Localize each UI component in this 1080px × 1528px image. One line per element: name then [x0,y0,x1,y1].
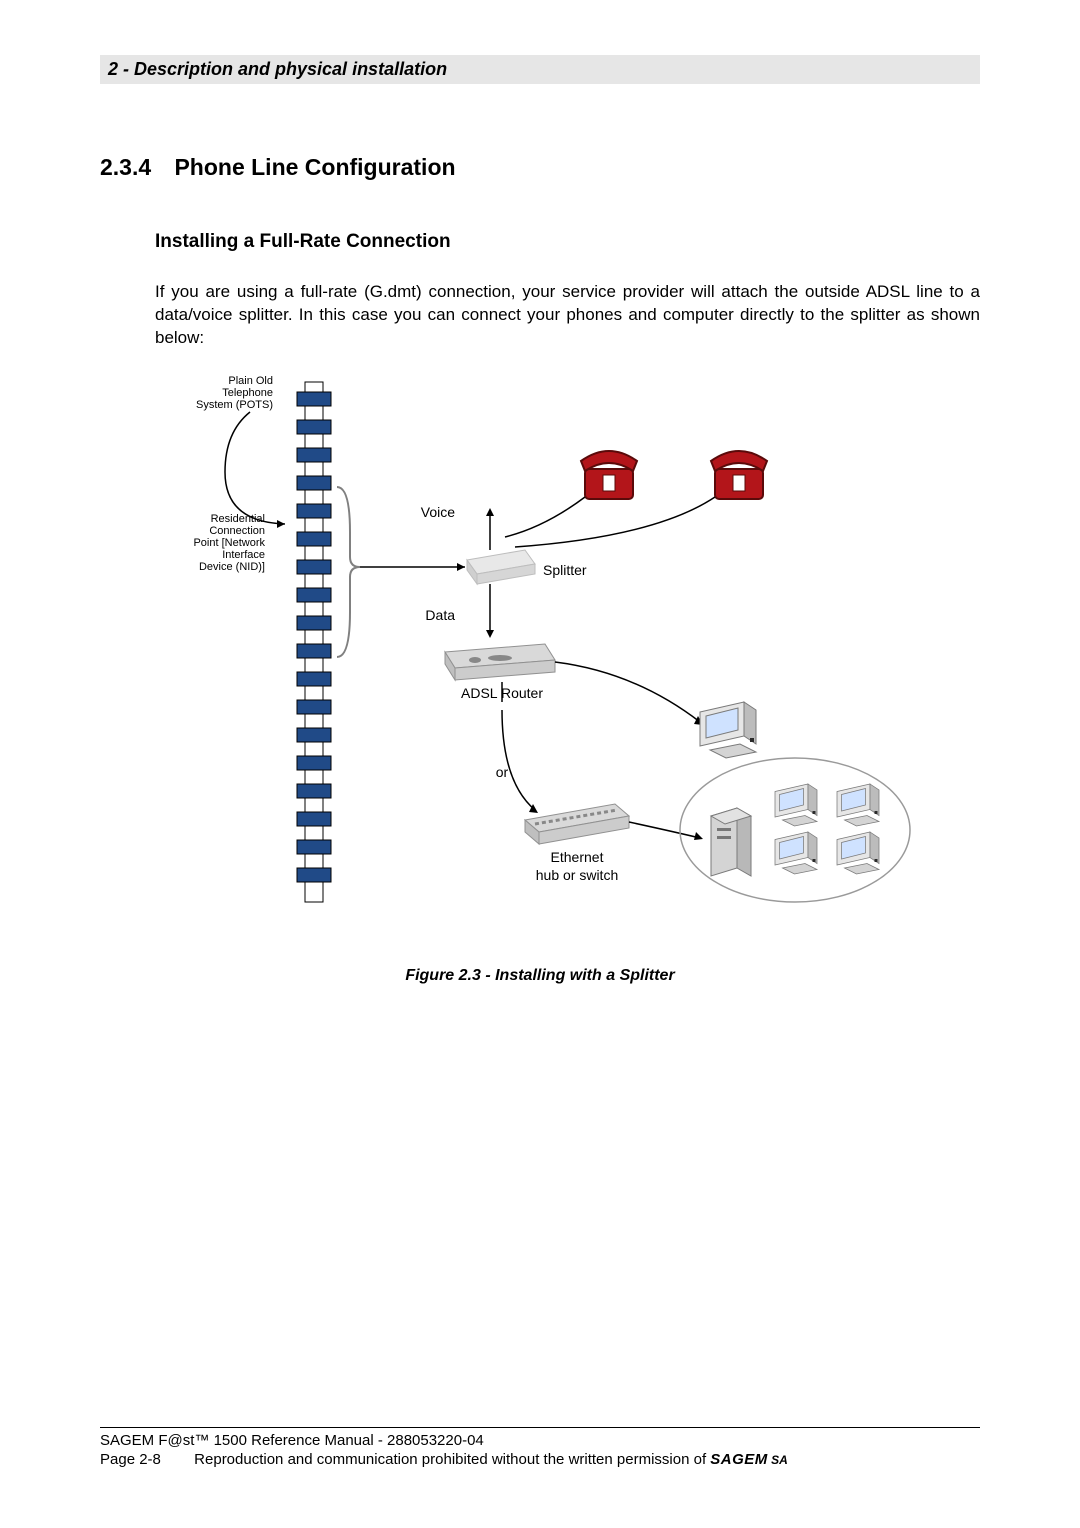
page-number: Page 2-8 [100,1451,190,1468]
ethernet-label-1: Ethernet [551,849,604,865]
computer-icon-small-4 [837,832,879,874]
chapter-header-bar: 2 - Description and physical installatio… [100,55,980,84]
voice-label: Voice [421,504,455,520]
server-tower-icon [711,808,751,876]
ethernet-hub-icon [525,804,629,844]
nid-label-4: Interface [222,549,265,561]
body-paragraph: If you are using a full-rate (G.dmt) con… [155,281,980,350]
pots-label-2: Telephone [222,387,273,399]
nid-label-2: Connection [209,525,265,537]
computer-icon-small-1 [775,784,817,826]
section-number: 2.3.4 [100,154,170,181]
footer-brand: SAGEM [710,1451,768,1468]
phone-icon-1 [505,451,637,537]
footer-brand-suffix: SA [768,1453,788,1467]
section-heading: 2.3.4 Phone Line Configuration [100,154,980,181]
nid-label-5: Device (NID)] [199,561,265,573]
data-label: Data [425,607,455,623]
nid-label-3: Point [Network [193,537,265,549]
footer-line-1: SAGEM F@st™ 1500 Reference Manual - 2880… [100,1432,980,1449]
pots-label-1: Plain Old [228,375,273,387]
splitter-label: Splitter [543,562,587,578]
footer-rights-text: Reproduction and communication prohibite… [194,1451,710,1468]
computer-icon [700,702,756,758]
page-footer: SAGEM F@st™ 1500 Reference Manual - 2880… [100,1427,980,1468]
subheading: Installing a Full-Rate Connection [155,231,980,253]
footer-rule [100,1427,980,1428]
splitter-icon [467,550,535,584]
figure-splitter-diagram: Plain Old Telephone System (POTS) Reside… [155,372,925,912]
figure-caption: Figure 2.3 - Installing with a Splitter [100,967,980,985]
nid-label-1: Residential [211,513,265,525]
computer-icon-small-2 [837,784,879,826]
ethernet-label-2: hub or switch [536,867,618,883]
footer-line-2: Page 2-8 Reproduction and communication … [100,1451,980,1468]
bracket-icon [337,487,360,657]
phone-icon-2 [515,451,767,547]
chapter-label: 2 - Description and physical installatio… [108,59,447,79]
page: 2 - Description and physical installatio… [0,0,1080,1528]
adsl-router-icon [445,644,555,680]
nid-pole-icon [297,382,331,902]
or-label: or [496,764,509,780]
pots-label-3: System (POTS) [196,399,273,411]
section-title: Phone Line Configuration [174,154,455,180]
computer-icon-small-3 [775,832,817,874]
